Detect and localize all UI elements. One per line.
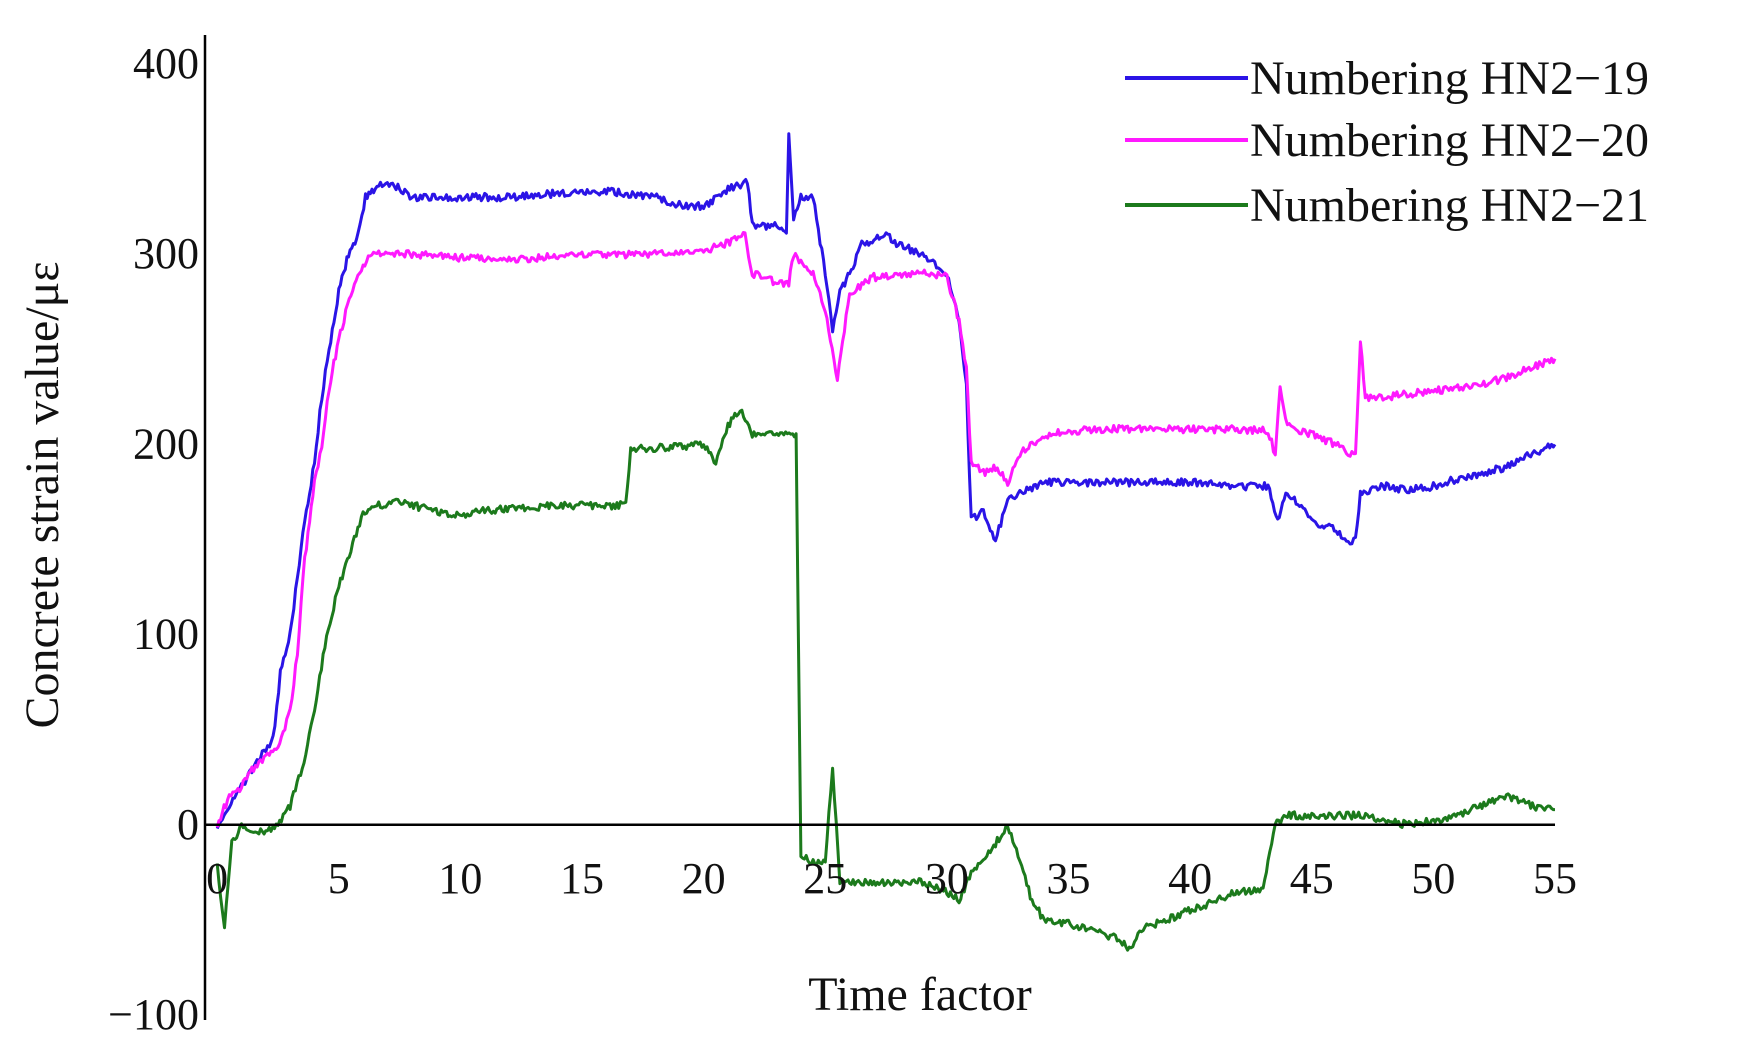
legend-label-3: Numbering HN2−21 [1250,179,1649,232]
axes-layer [203,35,1555,1020]
y-tick-label: −100 [108,990,199,1039]
x-tick-label: 45 [1290,854,1334,903]
y-tick-label: 400 [133,39,199,88]
x-tick-label: 25 [803,854,847,903]
x-tick-label: 50 [1411,854,1455,903]
y-tick-labels: −100 0 100 200 300 400 [108,39,199,1039]
y-tick-label: 100 [133,610,199,659]
x-tick-labels: 0 5 10 15 20 25 30 35 40 45 50 55 [206,854,1577,903]
series-line-3 [215,408,1555,952]
series-line-1 [215,132,1557,830]
x-tick-label: 20 [682,854,726,903]
legend: Numbering HN2−19 Numbering HN2−20 Numberin… [1125,52,1649,232]
x-tick-label: 55 [1533,854,1577,903]
y-tick-label: 300 [133,229,199,278]
series-line-2 [215,231,1557,828]
legend-label-2: Numbering HN2−20 [1250,114,1649,167]
y-tick-label: 200 [133,419,199,468]
x-tick-label: 0 [206,854,228,903]
series-layer [215,132,1557,952]
x-tick-label: 10 [438,854,482,903]
x-tick-label: 35 [1047,854,1091,903]
x-tick-label: 5 [328,854,350,903]
x-axis-title: Time factor [808,968,1032,1021]
y-axis-title: Concrete strain value/με [16,261,69,728]
x-tick-label: 15 [560,854,604,903]
x-tick-label: 30 [925,854,969,903]
x-tick-label: 40 [1168,854,1212,903]
legend-label-1: Numbering HN2−19 [1250,52,1649,105]
y-tick-label: 0 [177,800,199,849]
